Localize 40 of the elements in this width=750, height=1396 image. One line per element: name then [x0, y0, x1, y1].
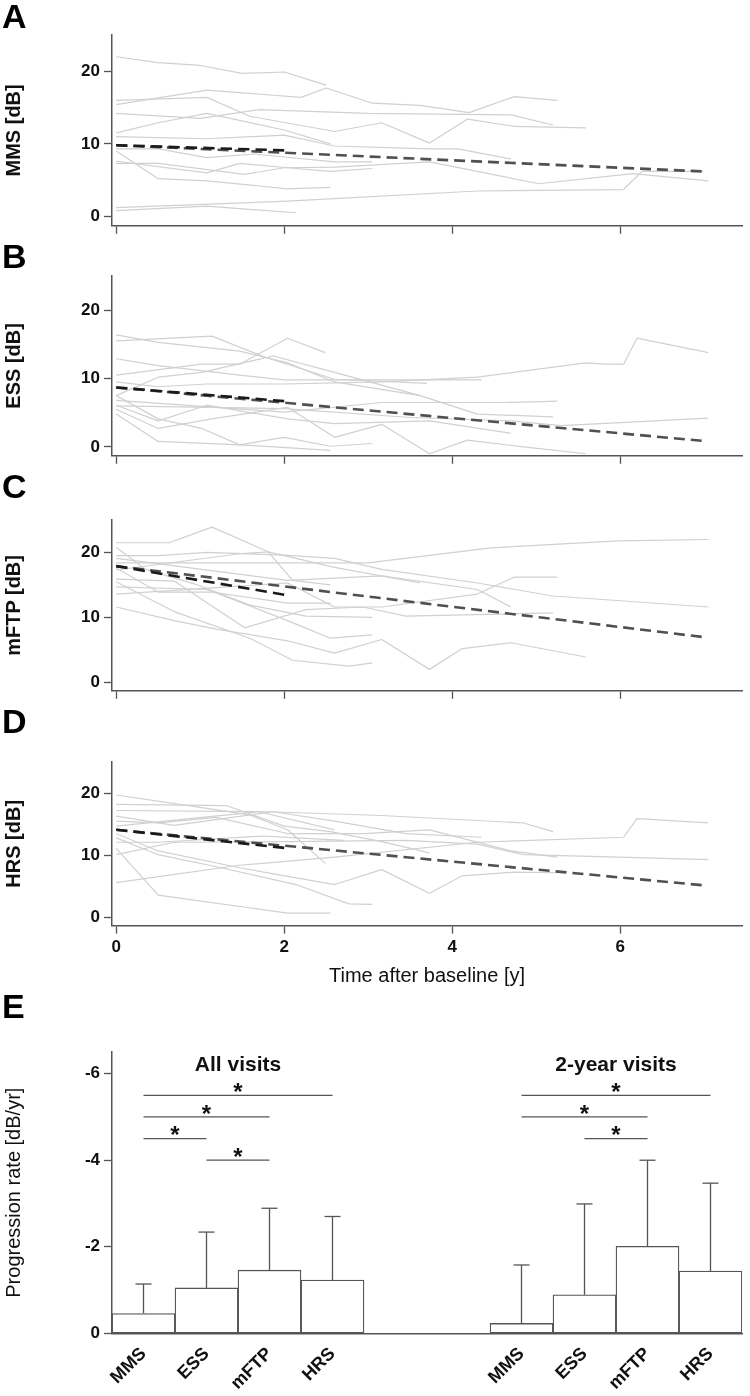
y-axis-title: Progression rate [dB/yr]: [1, 1087, 24, 1298]
annotation: *: [233, 1142, 244, 1170]
annotation: *: [201, 1099, 212, 1127]
chart-title: D: [2, 702, 27, 741]
y-axis-title: MMS [dB]: [1, 84, 24, 177]
annotation: *: [170, 1121, 181, 1149]
chart-title: E: [2, 987, 25, 1026]
x-tick-label: 4: [447, 937, 458, 957]
y-tick-label: 10: [81, 368, 100, 388]
y-tick-label: -2: [84, 1236, 100, 1256]
y-tick-label: 0: [90, 907, 100, 927]
annotation: All visits: [194, 1051, 282, 1075]
x-tick-label: 6: [615, 937, 625, 957]
chart-title: C: [2, 467, 27, 506]
annotation: *: [579, 1099, 590, 1127]
y-axis-title: mFTP [dB]: [1, 555, 24, 656]
y-tick-label: 0: [90, 1323, 100, 1343]
y-tick-label: 0: [90, 206, 100, 226]
y-tick-label: 0: [90, 672, 100, 692]
y-axis-title: HRS [dB]: [1, 799, 24, 888]
annotation: *: [611, 1121, 622, 1149]
chart-title: B: [2, 237, 27, 276]
y-tick-label: 0: [90, 436, 100, 456]
y-tick-label: 10: [81, 607, 100, 627]
x-tick-label: 2: [279, 937, 289, 957]
chart-title: A: [2, 0, 27, 36]
annotation: 2-year visits: [555, 1051, 677, 1075]
annotation: *: [611, 1077, 622, 1105]
y-tick-label: 10: [81, 133, 100, 153]
annotation: *: [233, 1077, 244, 1105]
y-tick-label: 20: [81, 782, 100, 802]
y-tick-label: -4: [84, 1149, 101, 1169]
y-tick-label: 20: [81, 299, 100, 319]
y-tick-label: 20: [81, 542, 100, 562]
y-tick-label: -6: [84, 1063, 100, 1083]
x-tick-label: 0: [111, 937, 121, 957]
y-tick-label: 20: [81, 60, 100, 80]
y-axis-title: ESS [dB]: [1, 323, 24, 409]
y-tick-label: 10: [81, 845, 100, 864]
x-axis-title: Time after baseline [y]: [328, 963, 526, 986]
